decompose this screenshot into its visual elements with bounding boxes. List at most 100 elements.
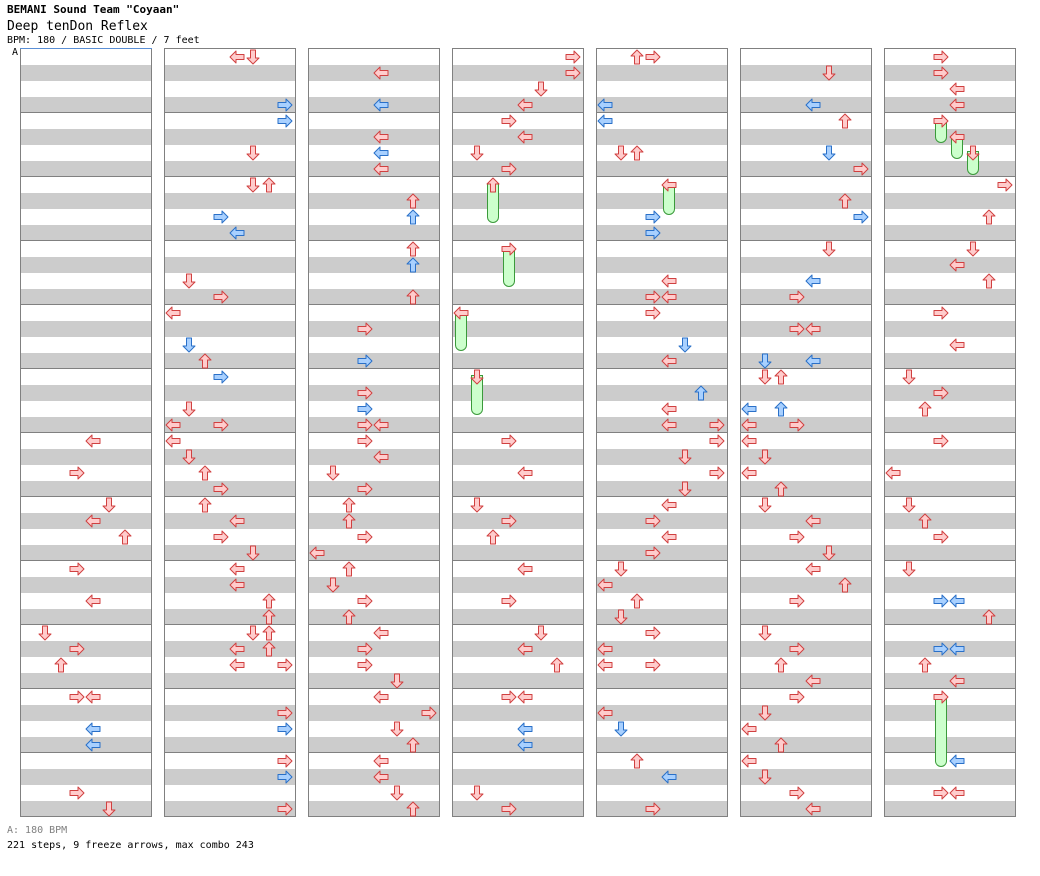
arrow-right-icon [501,513,517,529]
chart-info: BPM: 180 / BASIC DOUBLE / 7 feet [7,35,200,46]
arrow-right-icon [933,385,949,401]
arrow-left-icon [661,497,677,513]
arrow-right-icon [933,641,949,657]
arrow-down-icon [757,625,773,641]
arrow-down-icon [181,337,197,353]
measure-line [309,560,439,561]
measure-line [597,176,727,177]
arrow-left-icon [165,433,181,449]
measure-line [21,432,151,433]
arrow-left-icon [165,305,181,321]
measure-line [741,560,871,561]
measure-line [21,368,151,369]
chart-column-4 [452,48,584,817]
arrow-right-icon [277,97,293,113]
arrow-left-icon [597,577,613,593]
measure-line [165,176,295,177]
arrow-right-icon [501,113,517,129]
arrow-left-icon [373,417,389,433]
arrow-right-icon [501,593,517,609]
arrow-down-icon [469,785,485,801]
measure-line [597,368,727,369]
arrow-down-icon [37,625,53,641]
measure-line [597,112,727,113]
chart-column-2 [164,48,296,817]
chart-column-3 [308,48,440,817]
arrow-left-icon [517,641,533,657]
arrow-left-icon [661,289,677,305]
arrow-left-icon [373,689,389,705]
measure-line [21,624,151,625]
measure-line [597,496,727,497]
arrow-up-icon [197,497,213,513]
arrow-left-icon [517,689,533,705]
measure-line [453,240,583,241]
arrow-right-icon [357,529,373,545]
arrow-right-icon [565,49,581,65]
arrow-down-icon [325,577,341,593]
arrow-left-icon [661,769,677,785]
arrow-right-icon [69,785,85,801]
arrow-down-icon [181,273,197,289]
arrow-left-icon [517,97,533,113]
arrow-up-icon [837,193,853,209]
measure-line [885,688,1015,689]
measure-line [741,304,871,305]
arrow-up-icon [341,513,357,529]
arrow-left-icon [517,129,533,145]
arrow-left-icon [597,705,613,721]
arrow-up-icon [981,609,997,625]
arrow-up-icon [629,753,645,769]
arrow-up-icon [261,177,277,193]
arrow-left-icon [661,353,677,369]
arrow-left-icon [229,513,245,529]
measure-line [309,432,439,433]
arrow-left-icon [741,433,757,449]
arrow-down-icon [757,769,773,785]
arrow-left-icon [949,673,965,689]
measure-line [165,624,295,625]
arrow-right-icon [709,433,725,449]
arrow-right-icon [69,641,85,657]
arrow-left-icon [309,545,325,561]
arrow-down-icon [245,177,261,193]
arrow-left-icon [453,305,469,321]
measure-line [597,304,727,305]
arrow-down-icon [613,721,629,737]
arrow-left-icon [517,561,533,577]
arrow-up-icon [261,593,277,609]
arrow-left-icon [949,257,965,273]
arrow-right-icon [213,209,229,225]
measure-line [165,688,295,689]
arrow-right-icon [357,353,373,369]
arrow-right-icon [789,785,805,801]
bpm-marker-label: A [12,47,19,58]
measure-line [21,304,151,305]
freeze-arrow [935,695,947,767]
arrow-left-icon [517,465,533,481]
arrow-left-icon [949,97,965,113]
arrow-right-icon [933,305,949,321]
arrow-up-icon [405,257,421,273]
measure-line [885,176,1015,177]
arrow-down-icon [613,145,629,161]
chart-artist: BEMANI Sound Team "Coyaan" [7,3,180,16]
arrow-right-icon [789,417,805,433]
arrow-down-icon [245,625,261,641]
arrow-left-icon [741,721,757,737]
arrow-right-icon [645,225,661,241]
arrow-left-icon [373,753,389,769]
arrow-left-icon [517,721,533,737]
song-title: Deep tenDon Reflex [7,19,148,34]
measure-line [453,752,583,753]
arrow-up-icon [405,241,421,257]
arrow-right-icon [213,369,229,385]
measure-line [453,688,583,689]
measure-line [453,176,583,177]
chart-column-6 [740,48,872,817]
arrow-right-icon [277,753,293,769]
arrow-right-icon [933,689,949,705]
arrow-right-icon [357,321,373,337]
arrow-right-icon [277,657,293,673]
arrow-up-icon [485,177,501,193]
